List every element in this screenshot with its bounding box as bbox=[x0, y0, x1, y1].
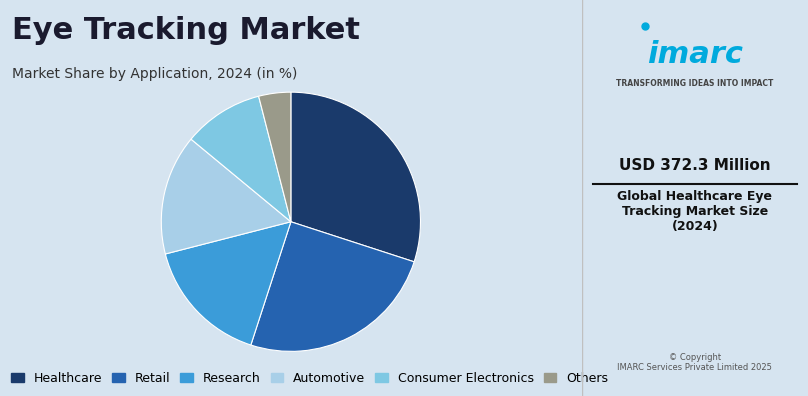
Text: Global Healthcare Eye
Tracking Market Size
(2024): Global Healthcare Eye Tracking Market Si… bbox=[617, 190, 772, 233]
Text: TRANSFORMING IDEAS INTO IMPACT: TRANSFORMING IDEAS INTO IMPACT bbox=[617, 79, 773, 88]
Text: Market Share by Application, 2024 (in %): Market Share by Application, 2024 (in %) bbox=[11, 67, 297, 81]
Wedge shape bbox=[291, 92, 420, 262]
Text: © Copyright
IMARC Services Private Limited 2025: © Copyright IMARC Services Private Limit… bbox=[617, 353, 772, 372]
Text: USD 372.3 Million: USD 372.3 Million bbox=[619, 158, 771, 173]
Wedge shape bbox=[191, 96, 291, 222]
Wedge shape bbox=[250, 222, 415, 351]
Wedge shape bbox=[162, 139, 291, 254]
Wedge shape bbox=[166, 222, 291, 345]
Text: imarc: imarc bbox=[647, 40, 743, 69]
Text: Eye Tracking Market: Eye Tracking Market bbox=[11, 16, 360, 45]
Legend: Healthcare, Retail, Research, Automotive, Consumer Electronics, Others: Healthcare, Retail, Research, Automotive… bbox=[6, 367, 613, 390]
Wedge shape bbox=[259, 92, 291, 222]
